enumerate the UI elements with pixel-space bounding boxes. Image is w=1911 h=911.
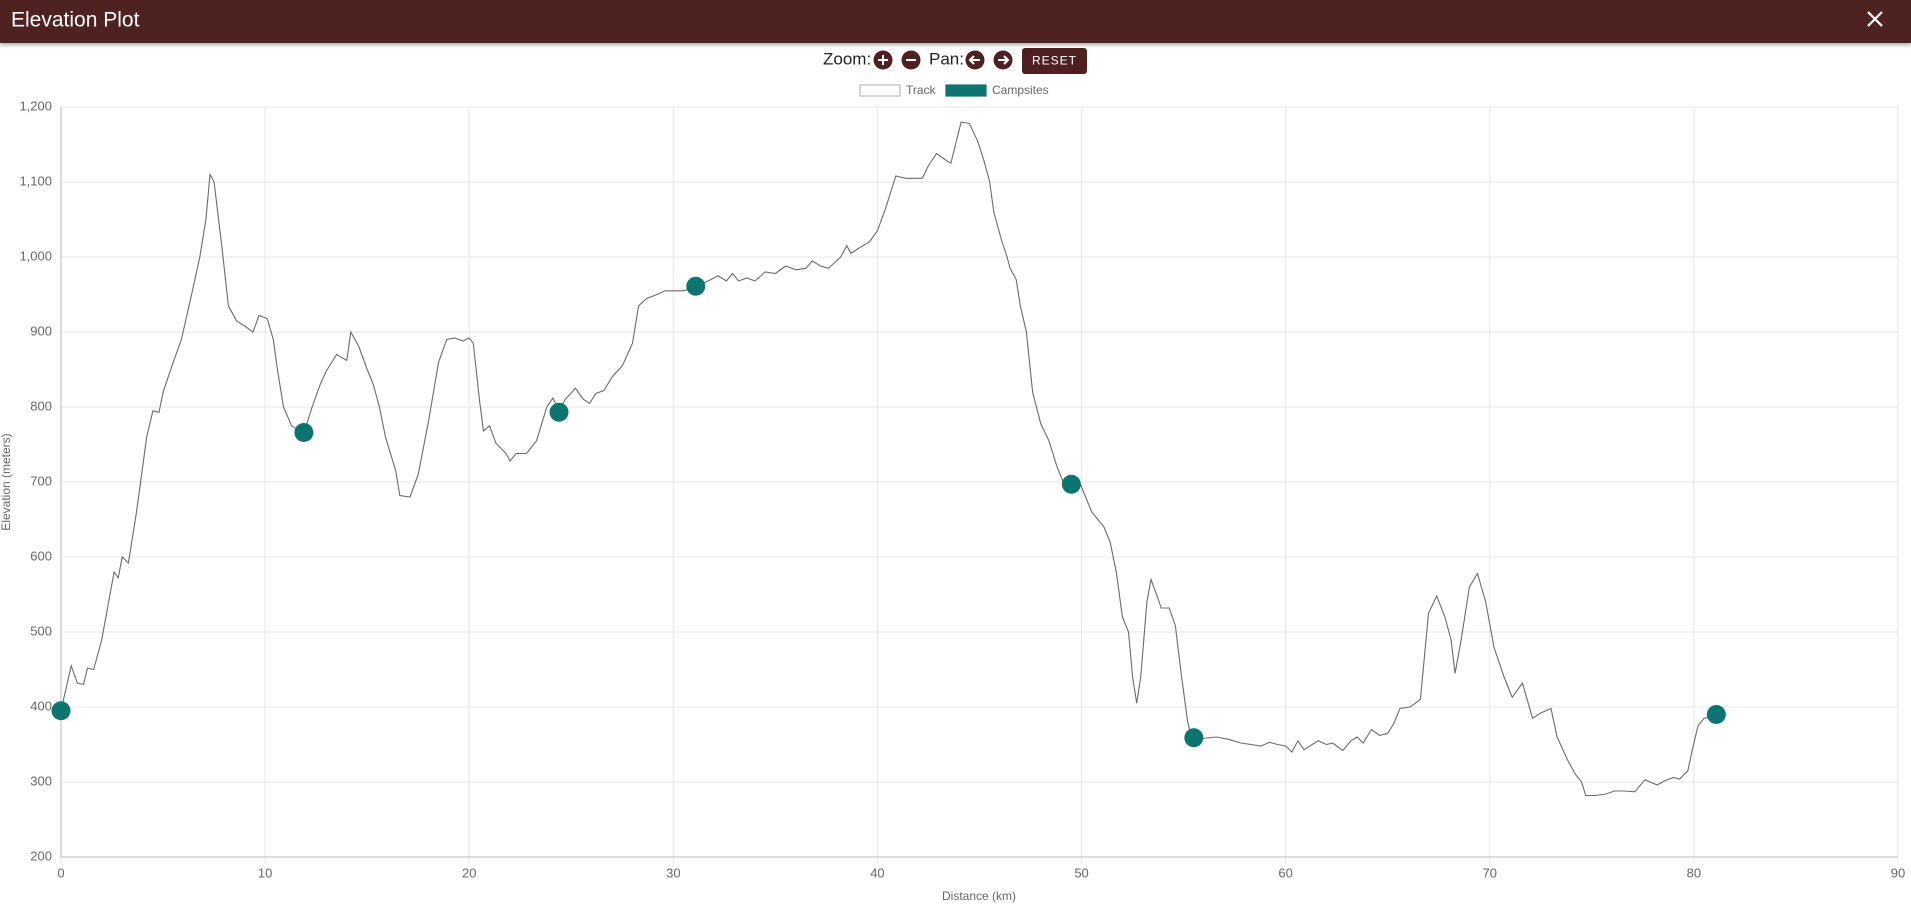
campsite-marker xyxy=(1706,705,1726,724)
y-tick-label: 300 xyxy=(30,773,52,788)
x-tick-label: 0 xyxy=(57,865,64,880)
campsite-marker xyxy=(1061,474,1081,494)
y-tick-label: 1,000 xyxy=(19,248,52,263)
x-tick-label: 60 xyxy=(1278,865,1292,880)
y-axis-title: Elevation (meters) xyxy=(0,433,13,530)
y-tick-label: 400 xyxy=(30,698,52,713)
x-tick-label: 40 xyxy=(870,865,884,880)
y-tick-label: 900 xyxy=(30,323,52,338)
pan-right-button[interactable] xyxy=(993,50,1013,70)
close-button[interactable] xyxy=(1867,11,1883,27)
x-tick-label: 70 xyxy=(1483,865,1497,880)
y-tick-label: 700 xyxy=(30,473,52,488)
y-tick-label: 1,200 xyxy=(19,98,52,113)
x-tick-label: 90 xyxy=(1891,865,1905,880)
x-tick-label: 20 xyxy=(462,865,476,880)
legend-swatch xyxy=(859,84,901,97)
zoom-in-button[interactable] xyxy=(873,50,893,70)
x-tick-label: 80 xyxy=(1687,865,1701,880)
header-title: Elevation Plot xyxy=(11,9,140,32)
header-bar xyxy=(0,0,1911,43)
legend: Track Campsites xyxy=(859,83,1049,97)
y-tick-label: 800 xyxy=(30,398,52,413)
x-axis-title: Distance (km) xyxy=(942,889,1016,903)
campsite-marker xyxy=(686,276,706,296)
y-tick-label: 1,100 xyxy=(19,173,52,188)
legend-label: Track xyxy=(906,83,937,97)
zoom-label: Zoom: xyxy=(823,49,871,68)
track-line xyxy=(60,121,1717,797)
reset-button[interactable]: RESET xyxy=(1022,48,1087,74)
legend-swatch xyxy=(945,84,987,97)
zoom-out-button[interactable] xyxy=(901,50,921,70)
y-tick-label: 500 xyxy=(30,623,52,638)
y-tick-label: 600 xyxy=(30,548,52,563)
campsite-marker xyxy=(549,402,569,422)
campsite-marker xyxy=(294,423,314,442)
x-tick-label: 50 xyxy=(1074,865,1088,880)
y-tick-label: 200 xyxy=(30,848,52,863)
plot-area: 200 300 400 500 600 700 800 900 1,000 1,100 1,200 0… xyxy=(19,98,1905,880)
legend-label: Campsites xyxy=(992,83,1049,97)
campsite-marker xyxy=(51,701,71,721)
reset-label[interactable]: RESET xyxy=(1032,54,1077,68)
pan-left-button[interactable] xyxy=(965,50,985,70)
campsite-marker xyxy=(1184,728,1204,748)
pan-label: Pan: xyxy=(929,49,964,68)
x-tick-label: 10 xyxy=(258,865,272,880)
x-tick-label: 30 xyxy=(666,865,680,880)
